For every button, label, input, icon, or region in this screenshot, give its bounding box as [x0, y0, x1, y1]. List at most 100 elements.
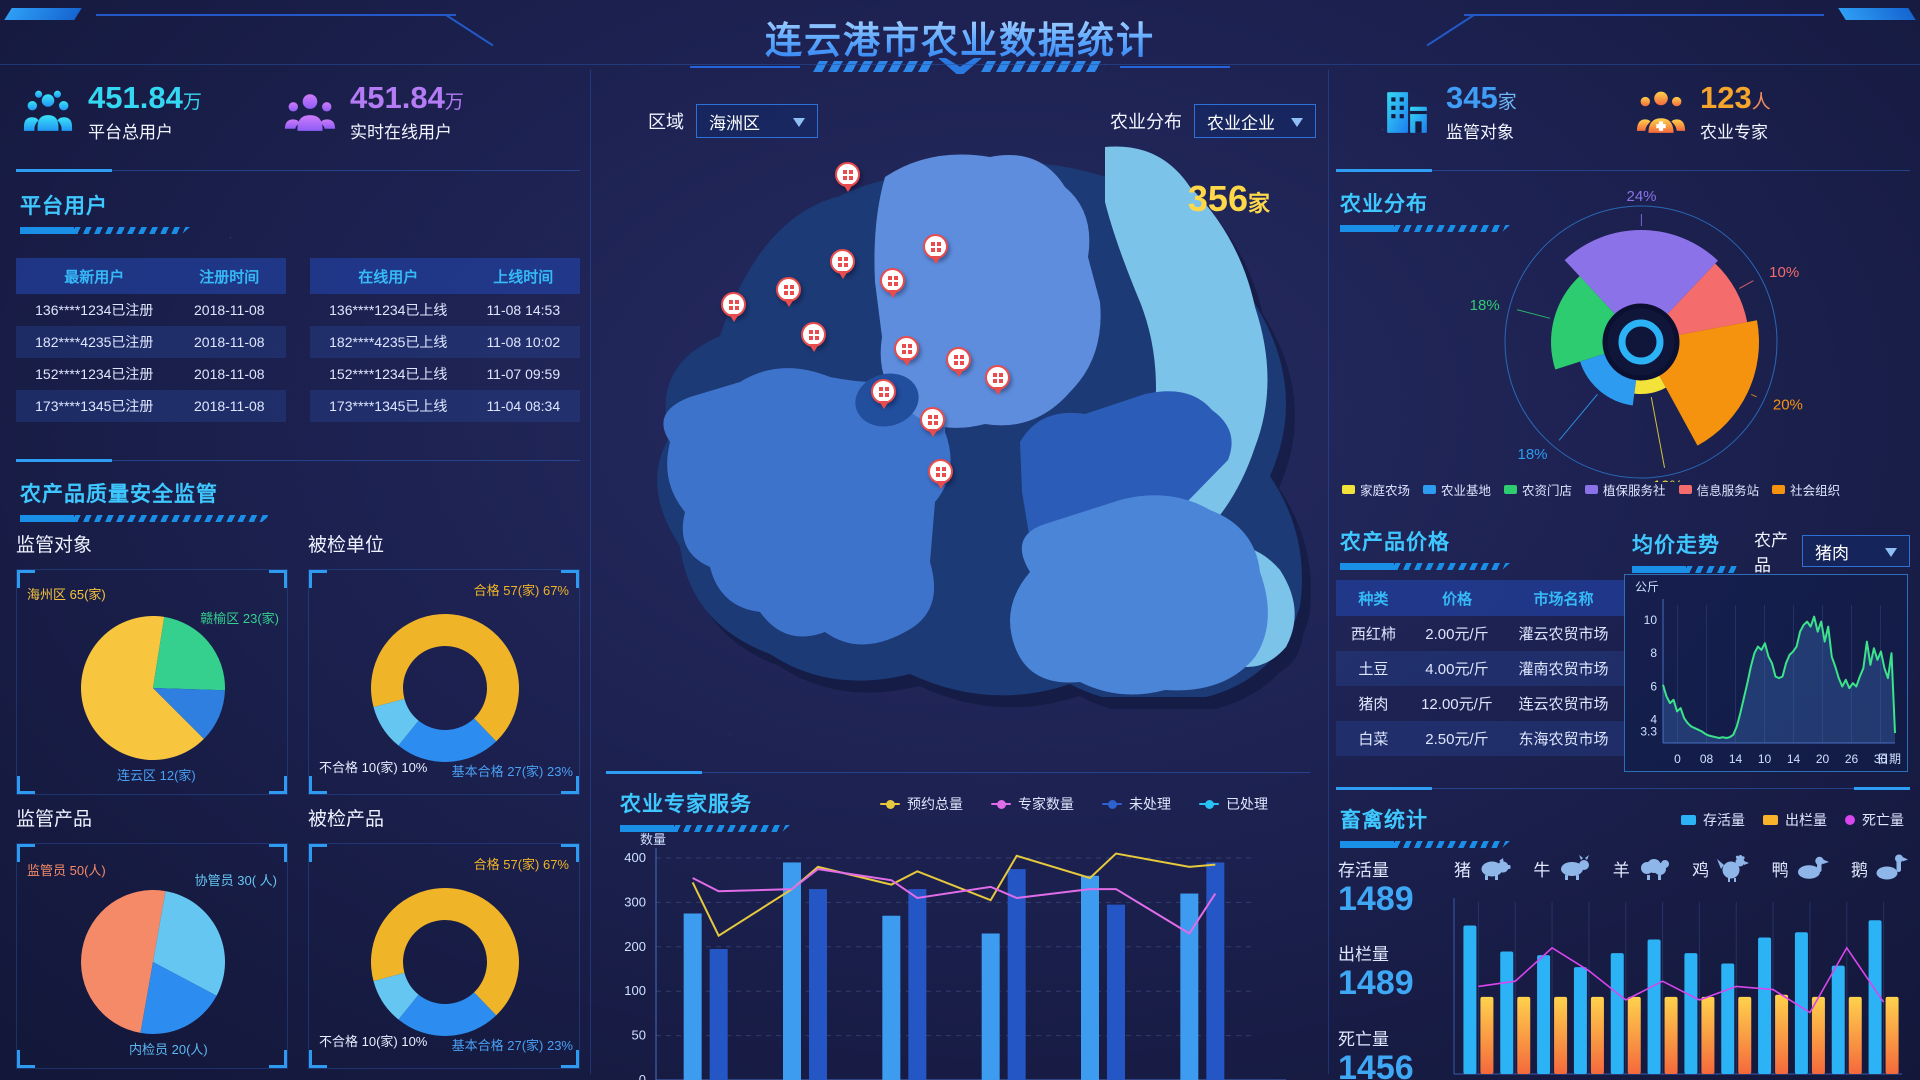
stat-value: 1489: [1338, 880, 1414, 918]
legend-item[interactable]: 社会组织: [1772, 480, 1840, 499]
map-pin[interactable]: [920, 407, 945, 437]
svg-text:18%: 18%: [1518, 446, 1548, 463]
table-cell: 2018-11-08: [172, 390, 286, 422]
legend-label: 出栏量: [1785, 812, 1827, 828]
stat-label: 实时在线用户: [350, 122, 452, 142]
column-header: 价格: [1410, 580, 1504, 616]
product-select[interactable]: 猪肉: [1802, 535, 1910, 567]
header-frame-line: [96, 14, 456, 16]
section-price-trend: 均价走势 农产品 猪肉: [1632, 526, 1910, 576]
legend-item[interactable]: 信息服务站: [1678, 480, 1759, 499]
legend-item[interactable]: 死亡量: [1845, 810, 1904, 830]
table-row: 136****1234已上线 11-08 14:53: [310, 294, 580, 326]
animal-tab-4[interactable]: 鸡: [1692, 854, 1751, 882]
map-pin[interactable]: [985, 365, 1010, 395]
livestock-stats: 存活量 1489 出栏量 1489 死亡量 1456: [1338, 856, 1414, 1080]
map-pin[interactable]: [894, 336, 919, 366]
table-cell: 12.00元/斤: [1421, 696, 1493, 713]
rose-chart-legend: 家庭农场 农业基地 农资门店 植保服务社 信息服务站 社会组织: [1342, 480, 1910, 499]
distribution-select[interactable]: 农业企业: [1194, 104, 1316, 138]
expert-service-chart: 050100200300400数量类型种植养殖农业信息政策体现农民培训农检中心: [600, 830, 1316, 1080]
animal-tab-3[interactable]: 羊: [1613, 854, 1672, 882]
svg-text:8: 8: [1650, 646, 1657, 660]
stat-label: 出栏量: [1338, 945, 1389, 965]
legend-item[interactable]: 农业基地: [1423, 480, 1491, 499]
column-header: 最新用户: [16, 258, 173, 294]
svg-text:18%: 18%: [1470, 297, 1500, 314]
svg-text:08: 08: [1700, 752, 1714, 766]
livestock-chart: 010203040506070809101112: [1450, 894, 1908, 1080]
stat-supervised: 345家 监管对象: [1382, 81, 1517, 143]
legend-item[interactable]: 植保服务社: [1585, 480, 1666, 499]
pie-label: 合格 57(家) 67%: [473, 857, 569, 872]
panel-divider-left: [590, 70, 591, 1074]
legend-swatch: [1845, 815, 1855, 825]
svg-text:50: 50: [632, 1028, 646, 1043]
legend-item[interactable]: 农资门店: [1504, 480, 1572, 499]
legend-label: 社会组织: [1790, 484, 1841, 498]
legend-item[interactable]: 未处理: [1102, 794, 1171, 814]
map-pin[interactable]: [801, 322, 826, 352]
svg-text:26: 26: [1845, 752, 1859, 766]
animal-tab-2[interactable]: 牛: [1533, 854, 1592, 882]
section-title: 农业分布: [1340, 193, 1428, 216]
map-pin[interactable]: [830, 249, 855, 279]
table-cell: 11-04 08:34: [466, 390, 580, 422]
table-cell: 4.00元/斤: [1410, 651, 1504, 686]
svg-text:0: 0: [639, 1072, 646, 1080]
pie-label: 协管员 30( 人): [194, 873, 277, 888]
region-select[interactable]: 海洲区: [696, 104, 818, 138]
legend-item[interactable]: 已处理: [1199, 794, 1268, 814]
animal-tab-6[interactable]: 鹅: [1851, 854, 1910, 882]
region-select-label: 区域: [648, 112, 684, 132]
section-quality: 农产品质量安全监管: [20, 478, 270, 522]
chevron-down-icon: [1291, 117, 1303, 133]
map-pin[interactable]: [946, 347, 971, 377]
stat-value: 1456: [1338, 1048, 1414, 1080]
map-pin[interactable]: [880, 268, 905, 298]
map-pin[interactable]: [835, 162, 860, 192]
map-pin[interactable]: [928, 459, 953, 489]
table-cell: 灌云农贸市场: [1518, 626, 1609, 643]
table-cell: 11-07 09:59: [486, 366, 561, 382]
svg-text:14: 14: [1729, 752, 1743, 766]
svg-text:400: 400: [624, 850, 646, 865]
legend-item[interactable]: 专家数量: [991, 794, 1074, 814]
stat-value: 123: [1700, 80, 1752, 115]
legend-item[interactable]: 存活量: [1681, 810, 1745, 830]
map-pin[interactable]: [923, 234, 948, 264]
table-cell: 11-08 10:02: [466, 326, 580, 358]
header-frame-line: [1464, 14, 1824, 16]
livestock-stat: 出栏量 1489: [1338, 940, 1414, 1002]
table-row: 182****4235已上线 11-08 10:02: [310, 326, 580, 358]
users-group-icon: [23, 90, 73, 132]
legend-label: 农资门店: [1522, 484, 1573, 498]
legend-label: 存活量: [1703, 812, 1745, 828]
legend-swatch: [880, 799, 900, 809]
legend-item[interactable]: 出栏量: [1763, 810, 1827, 830]
section-divider: [606, 771, 1310, 774]
legend-swatch: [1342, 485, 1355, 494]
legend-item[interactable]: 预约总量: [880, 794, 963, 814]
animal-label: 鹅: [1850, 860, 1868, 880]
map-pin[interactable]: [871, 379, 896, 409]
table-cell: 连云农贸市场: [1518, 696, 1609, 713]
map-pin[interactable]: [776, 277, 801, 307]
stat-unit: 万: [182, 92, 202, 113]
table-row: 白菜 2.50元/斤 东海农贸市场: [1336, 721, 1624, 756]
map-shape: [657, 146, 1302, 704]
svg-text:24%: 24%: [1626, 190, 1656, 205]
legend-label: 预约总量: [907, 796, 963, 812]
table-row: 173****1345已上线 11-04 08:34: [310, 390, 580, 422]
stat-unit: 家: [1497, 92, 1517, 113]
animal-tab-5[interactable]: 鸭: [1772, 854, 1831, 882]
legend-item[interactable]: 家庭农场: [1342, 480, 1410, 499]
stat-value: 1489: [1338, 964, 1414, 1003]
section-divider: [16, 169, 580, 172]
stat-unit: 人: [1751, 92, 1771, 113]
table-cell: 152****1234已注册: [35, 366, 154, 382]
animal-tab-1[interactable]: 猪: [1454, 854, 1513, 882]
map-pin[interactable]: [721, 292, 746, 322]
column-header: 种类: [1336, 580, 1411, 616]
stat-label: 死亡量: [1338, 1029, 1389, 1049]
